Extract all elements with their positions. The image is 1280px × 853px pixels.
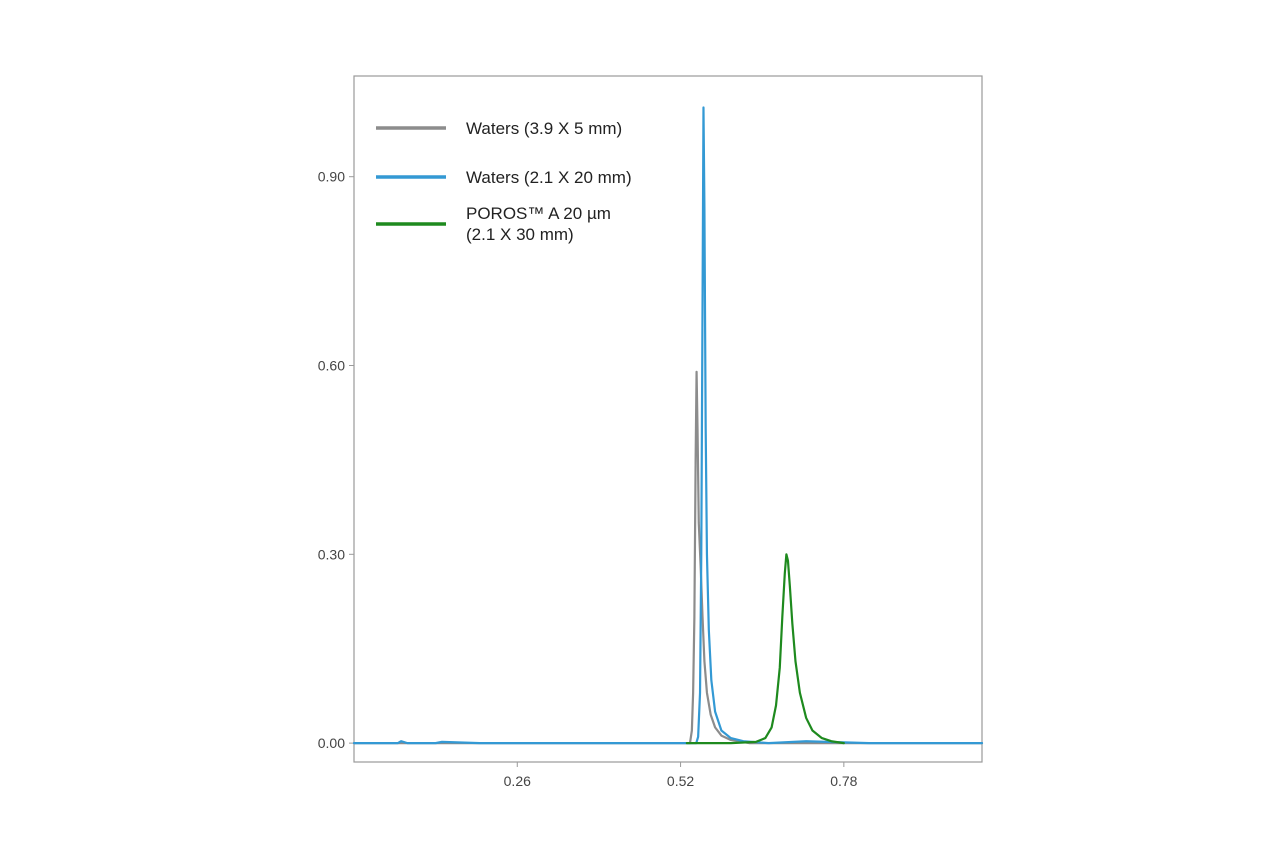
legend-label-1: Waters (3.9 X 5 mm) [466,119,622,138]
y-tick-label: 0.90 [318,169,345,185]
series-line-2 [352,106,984,745]
legend-label-3-line-2: (2.1 X 30 mm) [466,225,574,244]
legend-label-2: Waters (2.1 X 20 mm) [466,168,632,187]
series-line-1 [352,370,984,745]
y-tick-label: 0.00 [318,735,345,751]
y-tick-label: 0.30 [318,546,345,562]
legend-label-3-line-1: POROS™ A 20 µm [466,204,611,223]
y-tick-label: 0.60 [318,358,345,374]
x-tick-label: 0.52 [667,773,694,789]
plot-area-border [353,75,983,763]
x-tick-label: 0.78 [830,773,857,789]
x-tick-label: 0.26 [504,773,531,789]
series-line-3 [685,553,845,745]
